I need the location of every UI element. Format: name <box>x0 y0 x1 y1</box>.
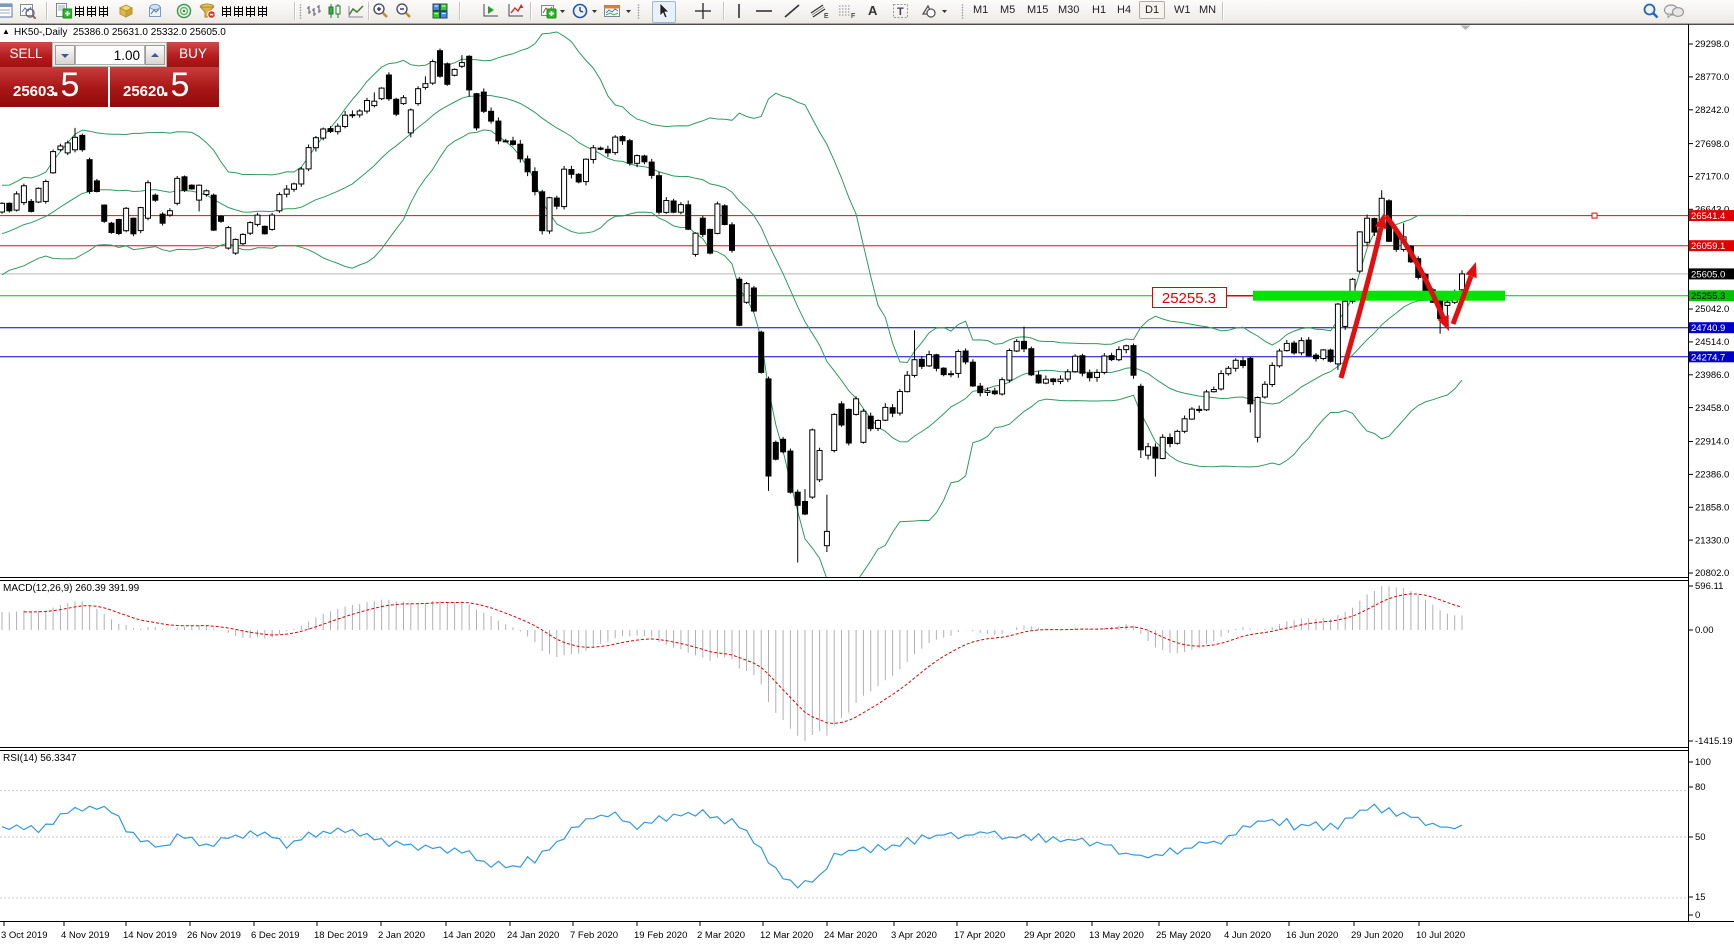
svg-text:21330.0: 21330.0 <box>1695 535 1729 546</box>
svg-text:0: 0 <box>1695 910 1700 921</box>
svg-text:29298.0: 29298.0 <box>1695 39 1729 50</box>
svg-text:25255.3: 25255.3 <box>1691 291 1725 302</box>
svg-text:HK50-,Daily 25386.0 25631.0 2: HK50-,Daily 25386.0 25631.0 25332.0 2560… <box>14 27 226 38</box>
svg-text:20802.0: 20802.0 <box>1695 568 1729 579</box>
svg-text:27170.0: 27170.0 <box>1695 172 1729 183</box>
svg-text:24514.0: 24514.0 <box>1695 337 1729 348</box>
svg-text:14 Jan 2020: 14 Jan 2020 <box>443 930 495 941</box>
svg-text:14 Nov 2019: 14 Nov 2019 <box>123 930 177 941</box>
svg-text:▲: ▲ <box>2 27 10 36</box>
svg-text:19 Feb 2020: 19 Feb 2020 <box>634 930 687 941</box>
svg-text:4 Jun 2020: 4 Jun 2020 <box>1224 930 1271 941</box>
svg-text:0.00: 0.00 <box>1695 625 1714 636</box>
svg-text:26541.4: 26541.4 <box>1691 211 1725 222</box>
svg-text:17 Apr 2020: 17 Apr 2020 <box>954 930 1005 941</box>
svg-text:3 Apr 2020: 3 Apr 2020 <box>891 930 937 941</box>
svg-text:50: 50 <box>1695 832 1706 843</box>
svg-text:25605.0: 25605.0 <box>1691 269 1725 280</box>
svg-text:16 Jun 2020: 16 Jun 2020 <box>1286 930 1338 941</box>
svg-text:25042.0: 25042.0 <box>1695 304 1729 315</box>
svg-text:24 Mar 2020: 24 Mar 2020 <box>824 930 877 941</box>
svg-text:6 Dec 2019: 6 Dec 2019 <box>251 930 300 941</box>
svg-text:24740.9: 24740.9 <box>1691 323 1725 334</box>
svg-text:28242.0: 28242.0 <box>1695 105 1729 116</box>
svg-text:F: F <box>851 13 855 19</box>
svg-text:-1415.19: -1415.19 <box>1695 736 1733 747</box>
svg-text:23458.0: 23458.0 <box>1695 403 1729 414</box>
svg-text:25 May 2020: 25 May 2020 <box>1156 930 1211 941</box>
svg-text:23986.0: 23986.0 <box>1695 370 1729 381</box>
svg-text:26 Nov 2019: 26 Nov 2019 <box>187 930 241 941</box>
svg-text:7 Feb 2020: 7 Feb 2020 <box>570 930 618 941</box>
svg-text:26643.0: 26643.0 <box>1695 205 1729 216</box>
svg-text:2 Mar 2020: 2 Mar 2020 <box>697 930 745 941</box>
svg-text:E: E <box>824 13 829 19</box>
svg-text:27698.0: 27698.0 <box>1695 139 1729 150</box>
svg-text:596.11: 596.11 <box>1695 581 1723 592</box>
svg-text:28770.0: 28770.0 <box>1695 72 1729 83</box>
svg-text:29 Apr 2020: 29 Apr 2020 <box>1024 930 1075 941</box>
svg-text:12 Mar 2020: 12 Mar 2020 <box>760 930 813 941</box>
svg-text:4 Nov 2019: 4 Nov 2019 <box>61 930 110 941</box>
svg-text:RSI(14) 56.3347: RSI(14) 56.3347 <box>3 753 77 764</box>
svg-text:T: T <box>897 6 904 18</box>
svg-text:21858.0: 21858.0 <box>1695 503 1729 514</box>
svg-text:25255.3: 25255.3 <box>1162 290 1216 307</box>
svg-text:13 May 2020: 13 May 2020 <box>1089 930 1144 941</box>
svg-text:MACD(12,26,9) 260.39 391.99: MACD(12,26,9) 260.39 391.99 <box>3 583 140 594</box>
svg-text:2 Jan 2020: 2 Jan 2020 <box>378 930 425 941</box>
svg-text:18 Dec 2019: 18 Dec 2019 <box>314 930 368 941</box>
svg-text:15: 15 <box>1695 892 1706 903</box>
svg-text:29 Jun 2020: 29 Jun 2020 <box>1351 930 1403 941</box>
svg-text:100: 100 <box>1695 757 1711 768</box>
svg-text:10 Jul 2020: 10 Jul 2020 <box>1416 930 1465 941</box>
svg-text:22386.0: 22386.0 <box>1695 470 1729 481</box>
svg-text:24274.7: 24274.7 <box>1691 352 1725 363</box>
svg-text:80: 80 <box>1695 782 1706 793</box>
svg-text:3 Oct 2019: 3 Oct 2019 <box>1 930 47 941</box>
svg-text:22914.0: 22914.0 <box>1695 437 1729 448</box>
svg-text:24 Jan 2020: 24 Jan 2020 <box>507 930 559 941</box>
svg-text:26059.1: 26059.1 <box>1691 241 1725 252</box>
